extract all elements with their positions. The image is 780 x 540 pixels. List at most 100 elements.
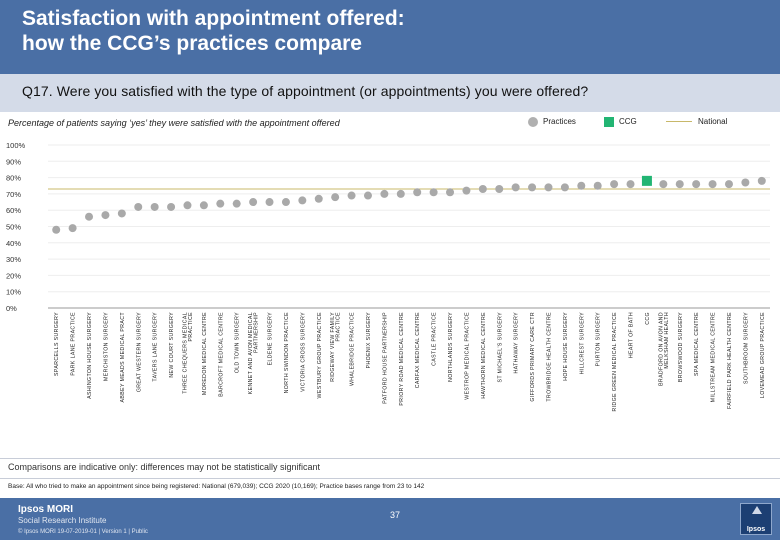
x-tick-label: OLD TOWN SURGERY <box>235 312 241 373</box>
x-tick-label: SPA MEDICAL CENTRE <box>694 312 700 376</box>
practice-point <box>331 193 340 202</box>
practice-point <box>692 180 701 189</box>
practice-point <box>249 198 258 207</box>
x-tick-label: WESTROP MEDICAL PRACTICE <box>464 312 470 400</box>
page-number: 37 <box>389 510 400 520</box>
divider-bottom <box>0 478 780 479</box>
x-tick-label: PATFORD HOUSE PARTNERSHIP <box>382 312 388 404</box>
practice-point <box>708 180 717 189</box>
practice-point <box>199 201 208 210</box>
practice-point <box>446 188 455 197</box>
x-tick-label: HILLCREST SURGERY <box>579 312 585 374</box>
legend-practices: Practices <box>528 117 576 131</box>
x-tick-label: THREE CHEQUERS MEDICALPRACTICE <box>182 312 194 394</box>
practice-point <box>413 188 422 197</box>
x-tick-label: CASTLE PRACTICE <box>432 312 438 366</box>
practice-point <box>560 183 569 192</box>
brand-name: Ipsos MORI <box>18 504 74 515</box>
practice-point <box>52 225 61 234</box>
chart-subtitle: Percentage of patients saying ‘yes’ they… <box>8 118 340 128</box>
x-tick-label: BRADFORD ON AVON ANDMELKSHAM HEALTH <box>658 312 670 386</box>
x-tick-label: GIFFORDS PRIMARY CARE CTR <box>530 312 536 402</box>
legend-national: National <box>666 117 727 131</box>
practice-point <box>150 202 159 211</box>
copyright-text: © Ipsos MORI 19-07-2019-01 | Version 1 |… <box>18 529 148 535</box>
x-tick-label: TROWBRIDGE HEALTH CENTRE <box>546 312 552 402</box>
x-tick-label: SOUTHBROOM SURGERY <box>743 312 749 384</box>
y-tick-label: 50% <box>6 223 21 232</box>
x-tick-label: NORTHLANDS SURGERY <box>448 312 454 382</box>
practice-marker-icon <box>528 117 538 127</box>
practice-point <box>478 185 487 194</box>
y-tick-label: 0% <box>6 304 17 313</box>
y-tick-label: 30% <box>6 255 21 264</box>
x-tick-label: BROWSWOOD SURGERY <box>678 312 684 382</box>
x-tick-label: ASHINGTON HOUSE SURGERY <box>87 312 93 399</box>
practice-point <box>298 196 307 205</box>
practice-point <box>134 202 143 211</box>
x-tick-label: FAIRFIELD PARK HEALTH CENTRE <box>727 312 733 409</box>
x-tick-label: PARK LANE PRACTICE <box>71 312 77 376</box>
dot-chart: 0% 10% 20% 30% 40% 50% 60% 70% 80% 90% 100% SPARCE… <box>6 141 770 412</box>
x-tick-label: WHALEBRIDGE PRACTICE <box>350 312 356 386</box>
legend-ccg: CCG <box>604 117 637 131</box>
x-tick-label: NEW COURT SURGERY <box>169 312 175 378</box>
legend-ccg-label: CCG <box>619 117 637 127</box>
x-tick-label: KENNET AND AVON MEDICALPARTNERSHIP <box>248 312 260 394</box>
brand-institute: Social Research Institute <box>18 516 107 525</box>
y-tick-label: 80% <box>6 174 21 183</box>
comparison-note: Comparisons are indicative only: differe… <box>8 462 320 472</box>
x-tick-label: NORTH SWINDON PRACTICE <box>284 312 290 393</box>
base-text: Base: All who tried to make an appointme… <box>8 483 425 490</box>
x-tick-label: CARFAX MEDICAL CENTRE <box>415 312 421 388</box>
x-tick-label: HOPE HOUSE SURGERY <box>563 312 569 381</box>
practice-point <box>117 209 126 218</box>
practice-point <box>314 194 323 203</box>
divider-top <box>0 458 780 459</box>
logo-arrow-icon <box>752 506 762 514</box>
practice-point <box>741 178 750 187</box>
x-axis-labels: SPARCELLS SURGERY PARK LANE PRACTICE ASHIN… <box>54 312 766 412</box>
y-tick-label: 100% <box>6 141 26 150</box>
x-tick-label: PHOENIX SURGERY <box>366 312 372 368</box>
page-title: Satisfaction with appointment offered: h… <box>22 6 722 56</box>
practice-point <box>265 198 274 207</box>
practice-point <box>495 185 504 194</box>
x-tick-label: PRIORY ROAD MEDICAL CENTRE <box>399 312 405 406</box>
practice-point <box>593 181 602 190</box>
practice-point <box>68 224 77 233</box>
practice-point <box>757 176 766 185</box>
practice-points <box>52 175 766 234</box>
practice-point <box>183 201 192 210</box>
national-line-icon <box>666 121 692 123</box>
y-tick-label: 20% <box>6 271 21 280</box>
practice-point <box>610 180 619 189</box>
footer-band <box>0 498 780 540</box>
practice-point <box>380 189 389 198</box>
x-tick-label: CCG <box>645 312 651 325</box>
practice-point <box>511 183 520 192</box>
practice-point <box>429 188 438 197</box>
x-tick-label: MOREDON MEDICAL CENTRE <box>202 312 208 395</box>
header-band <box>0 0 780 74</box>
legend-national-label: National <box>698 117 728 126</box>
x-tick-label: ST MICHAEL'S SURGERY <box>497 312 503 383</box>
x-tick-label: RIDGE GREEN MEDICAL PRACTICE <box>612 312 618 412</box>
x-tick-label: SPARCELLS SURGERY <box>54 312 60 376</box>
x-tick-label: VICTORIA CROSS SURGERY <box>300 312 306 392</box>
practice-point <box>85 212 94 221</box>
x-tick-label: ABBEY MEADS MEDICAL PRACT <box>120 312 126 403</box>
x-tick-label: ELDENE SURGERY <box>268 312 274 365</box>
practice-point <box>396 189 405 198</box>
x-tick-label: TAVERS LANE SURGERY <box>153 312 159 382</box>
practice-point <box>281 198 290 207</box>
y-axis-ticks: 0% 10% 20% 30% 40% 50% 60% 70% 80% 90% 100% <box>6 141 26 313</box>
x-tick-label: GREAT WESTERN SURGERY <box>136 312 142 392</box>
practice-point <box>462 186 471 195</box>
x-tick-label: PURTON SURGERY <box>596 312 602 366</box>
x-tick-label: HATHAWAY SURGERY <box>514 312 520 374</box>
practice-point <box>659 180 668 189</box>
y-tick-label: 10% <box>6 288 21 297</box>
x-tick-label: RIDGEWAY VIEW FAMILYPRACTICE <box>330 312 342 382</box>
practice-point <box>167 202 176 211</box>
